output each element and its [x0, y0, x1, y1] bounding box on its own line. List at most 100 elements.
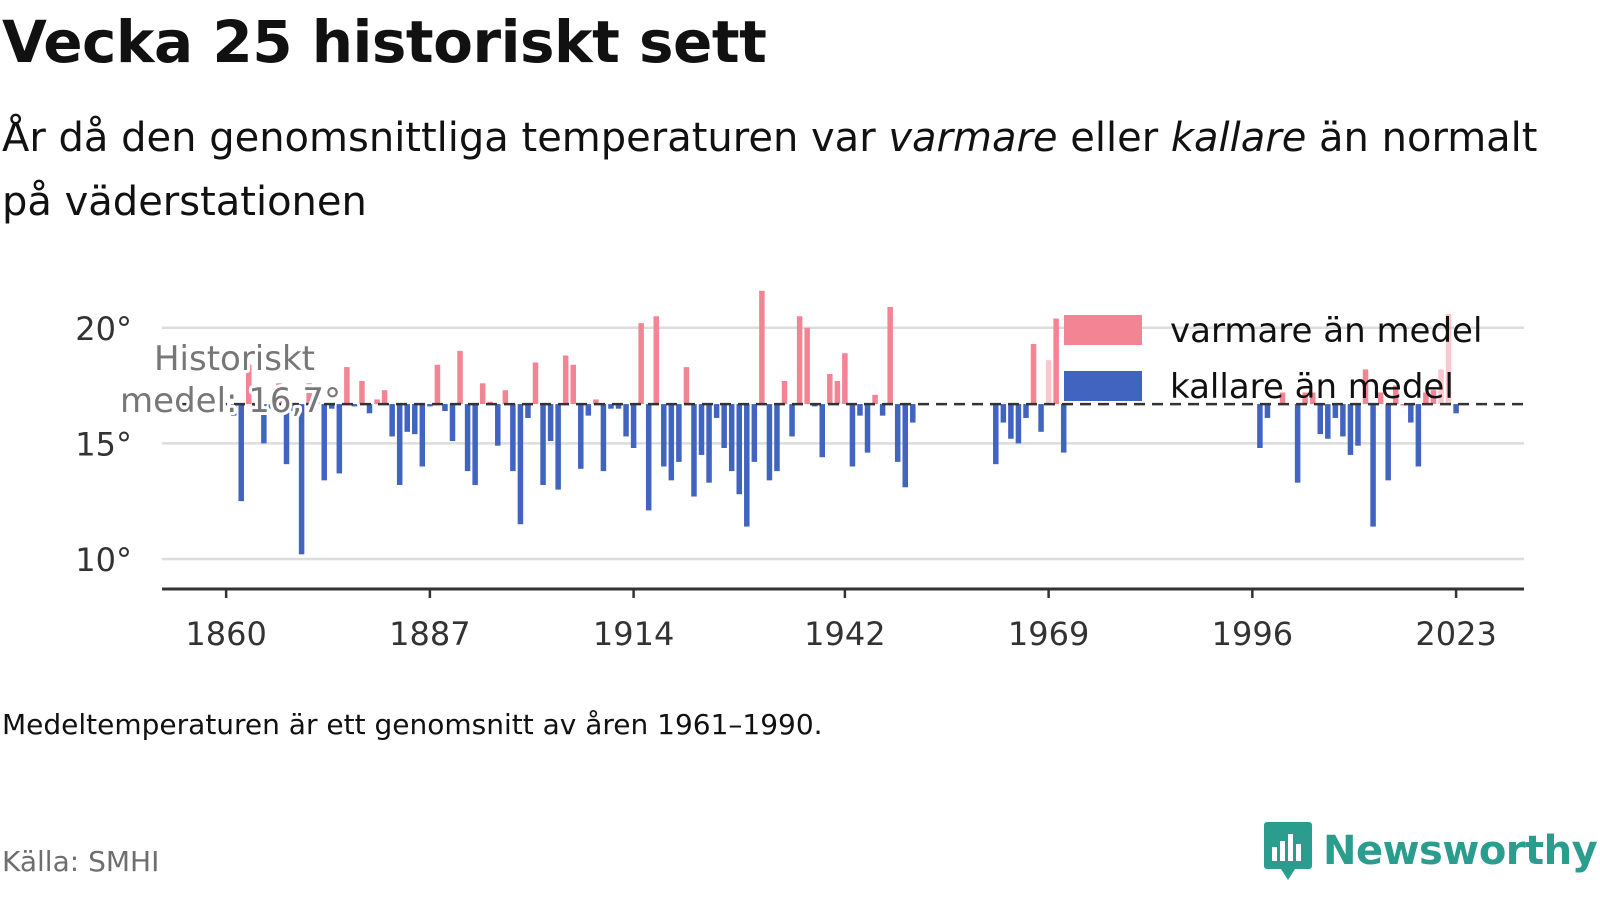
bar-cold-1927 — [728, 404, 735, 472]
bar-cold-1922 — [691, 404, 697, 497]
bar-cold-1968 — [1038, 404, 1044, 432]
bar-cold-2005 — [1317, 404, 1324, 435]
bar-warm-2003 — [1302, 392, 1308, 405]
bar-cold-1902 — [540, 404, 546, 485]
bar-cold-1949 — [894, 404, 901, 462]
bar-cold-1886 — [419, 404, 426, 467]
x-tick-label: 1969 — [1008, 615, 1089, 653]
bar-cold-1911 — [608, 404, 614, 409]
bar-cold-2009 — [1347, 404, 1354, 455]
bar-cold-1971 — [1060, 404, 1067, 453]
bar-cold-1928 — [736, 404, 742, 495]
bar-cold-1861 — [230, 404, 237, 416]
bar-cold-1965 — [1015, 404, 1022, 444]
bar-cold-1908 — [585, 404, 592, 416]
bar-cold-1883 — [396, 404, 403, 485]
bar-cold-1889 — [442, 404, 448, 412]
bar-cold-1910 — [600, 404, 607, 472]
bar-warm-2016 — [1400, 404, 1407, 406]
subtitle-cold-word: kallare — [1170, 115, 1307, 161]
bar-cold-1926 — [721, 404, 727, 448]
bar-warm-1901 — [532, 362, 539, 405]
bar-warm-1867 — [276, 383, 282, 405]
bar-cold-1943 — [849, 404, 856, 467]
legend-label-warm: varmare än medel — [1170, 311, 1482, 351]
bar-warm-1909 — [593, 399, 599, 405]
bar-cold-1875 — [336, 404, 343, 474]
y-tick-label: 20° — [75, 310, 132, 348]
bar-warm-2015 — [1392, 385, 1399, 405]
bar-warm-1863 — [246, 364, 252, 405]
bar-cold-2007 — [1332, 404, 1339, 418]
bar-cold-1998 — [1264, 404, 1271, 418]
bar-warm-1888 — [434, 364, 441, 405]
x-tick-label: 1887 — [389, 615, 470, 653]
y-tick-label: 15° — [75, 425, 132, 463]
subtitle-text-part3: än normalt på väderstationen — [2, 115, 1538, 225]
bar-warm-1967 — [1030, 343, 1037, 405]
bar-cold-1932 — [766, 404, 773, 481]
newsworthy-logo-icon — [1264, 822, 1312, 880]
bar-cold-1962 — [993, 404, 999, 465]
bar-cold-1920 — [676, 404, 682, 462]
bar-warm-1970 — [1053, 318, 1059, 405]
bar-cold-1929 — [744, 404, 750, 527]
bar-cold-2023 — [1453, 404, 1459, 414]
bar-warm-1878 — [359, 380, 365, 405]
bar-warm-1881 — [381, 390, 388, 405]
bar-warm-2013 — [1377, 392, 1384, 405]
bar-warm-1871 — [306, 383, 312, 405]
bar-warm-2000 — [1279, 392, 1286, 405]
bar-cold-1899 — [517, 404, 524, 525]
x-tick-label: 1942 — [804, 615, 885, 653]
bar-cold-1900 — [525, 404, 531, 418]
bar-warm-1894 — [479, 383, 486, 405]
legend-label-cold: kallare än medel — [1170, 367, 1454, 407]
bar-cold-2017 — [1408, 404, 1414, 423]
bar-warm-1936 — [796, 316, 803, 405]
y-tick-label: 10° — [75, 541, 132, 579]
bar-warm-1937 — [804, 327, 810, 405]
bar-cold-1887 — [427, 404, 433, 407]
legend-swatch-cold — [1064, 371, 1142, 401]
bar-cold-2014 — [1385, 404, 1391, 481]
bar-warm-1897 — [502, 390, 509, 405]
bar-warm-1940 — [827, 374, 833, 405]
bar-cold-1963 — [1000, 404, 1007, 423]
bar-cold-1914 — [630, 404, 637, 448]
bar-cold-1885 — [412, 404, 418, 435]
newsworthy-logo: Newsworthy — [1263, 818, 1598, 884]
bar-cold-2012 — [1370, 404, 1376, 527]
footnote: Medeltemperaturen är ett genomsnitt av å… — [2, 708, 823, 741]
bar-cold-2010 — [1355, 404, 1361, 446]
bar-cold-1918 — [661, 404, 667, 467]
bar-cold-1884 — [404, 404, 410, 432]
bar-warm-1905 — [562, 355, 569, 405]
subtitle-text-part1: År då den genomsnittliga temperaturen va… — [2, 115, 889, 161]
bar-warm-1931 — [759, 290, 765, 405]
bar-warm-2011 — [1362, 369, 1369, 405]
bar-cold-1896 — [495, 404, 501, 446]
bar-cold-1882 — [389, 404, 395, 437]
x-tick-label: 1914 — [593, 615, 674, 653]
bar-warm-1915 — [638, 323, 644, 405]
bar-warm-1934 — [781, 380, 788, 405]
bar-cold-1890 — [449, 404, 456, 442]
source-credit: Källa: SMHI — [2, 845, 160, 878]
bar-cold-1904 — [555, 404, 561, 490]
bar-warm-1942 — [842, 353, 848, 405]
bar-cold-1877 — [351, 404, 358, 407]
temperature-bar-chart: 10° 15° 20° 1860 1887 1914 1942 1969 1996 2023 Hi… — [75, 290, 1524, 653]
bar-warm-1876 — [344, 367, 350, 405]
bar-cold-1923 — [698, 404, 705, 455]
subtitle-warm-word: varmare — [888, 115, 1058, 161]
bar-cold-1935 — [789, 404, 795, 437]
bar-cold-2008 — [1340, 404, 1346, 437]
bar-cold-1947 — [879, 404, 886, 416]
bar-cold-1907 — [578, 404, 584, 469]
bar-cold-1997 — [1257, 404, 1263, 448]
subtitle-text-part2: eller — [1057, 115, 1171, 161]
bar-cold-1925 — [713, 404, 720, 418]
bar-cold-1930 — [751, 404, 758, 462]
